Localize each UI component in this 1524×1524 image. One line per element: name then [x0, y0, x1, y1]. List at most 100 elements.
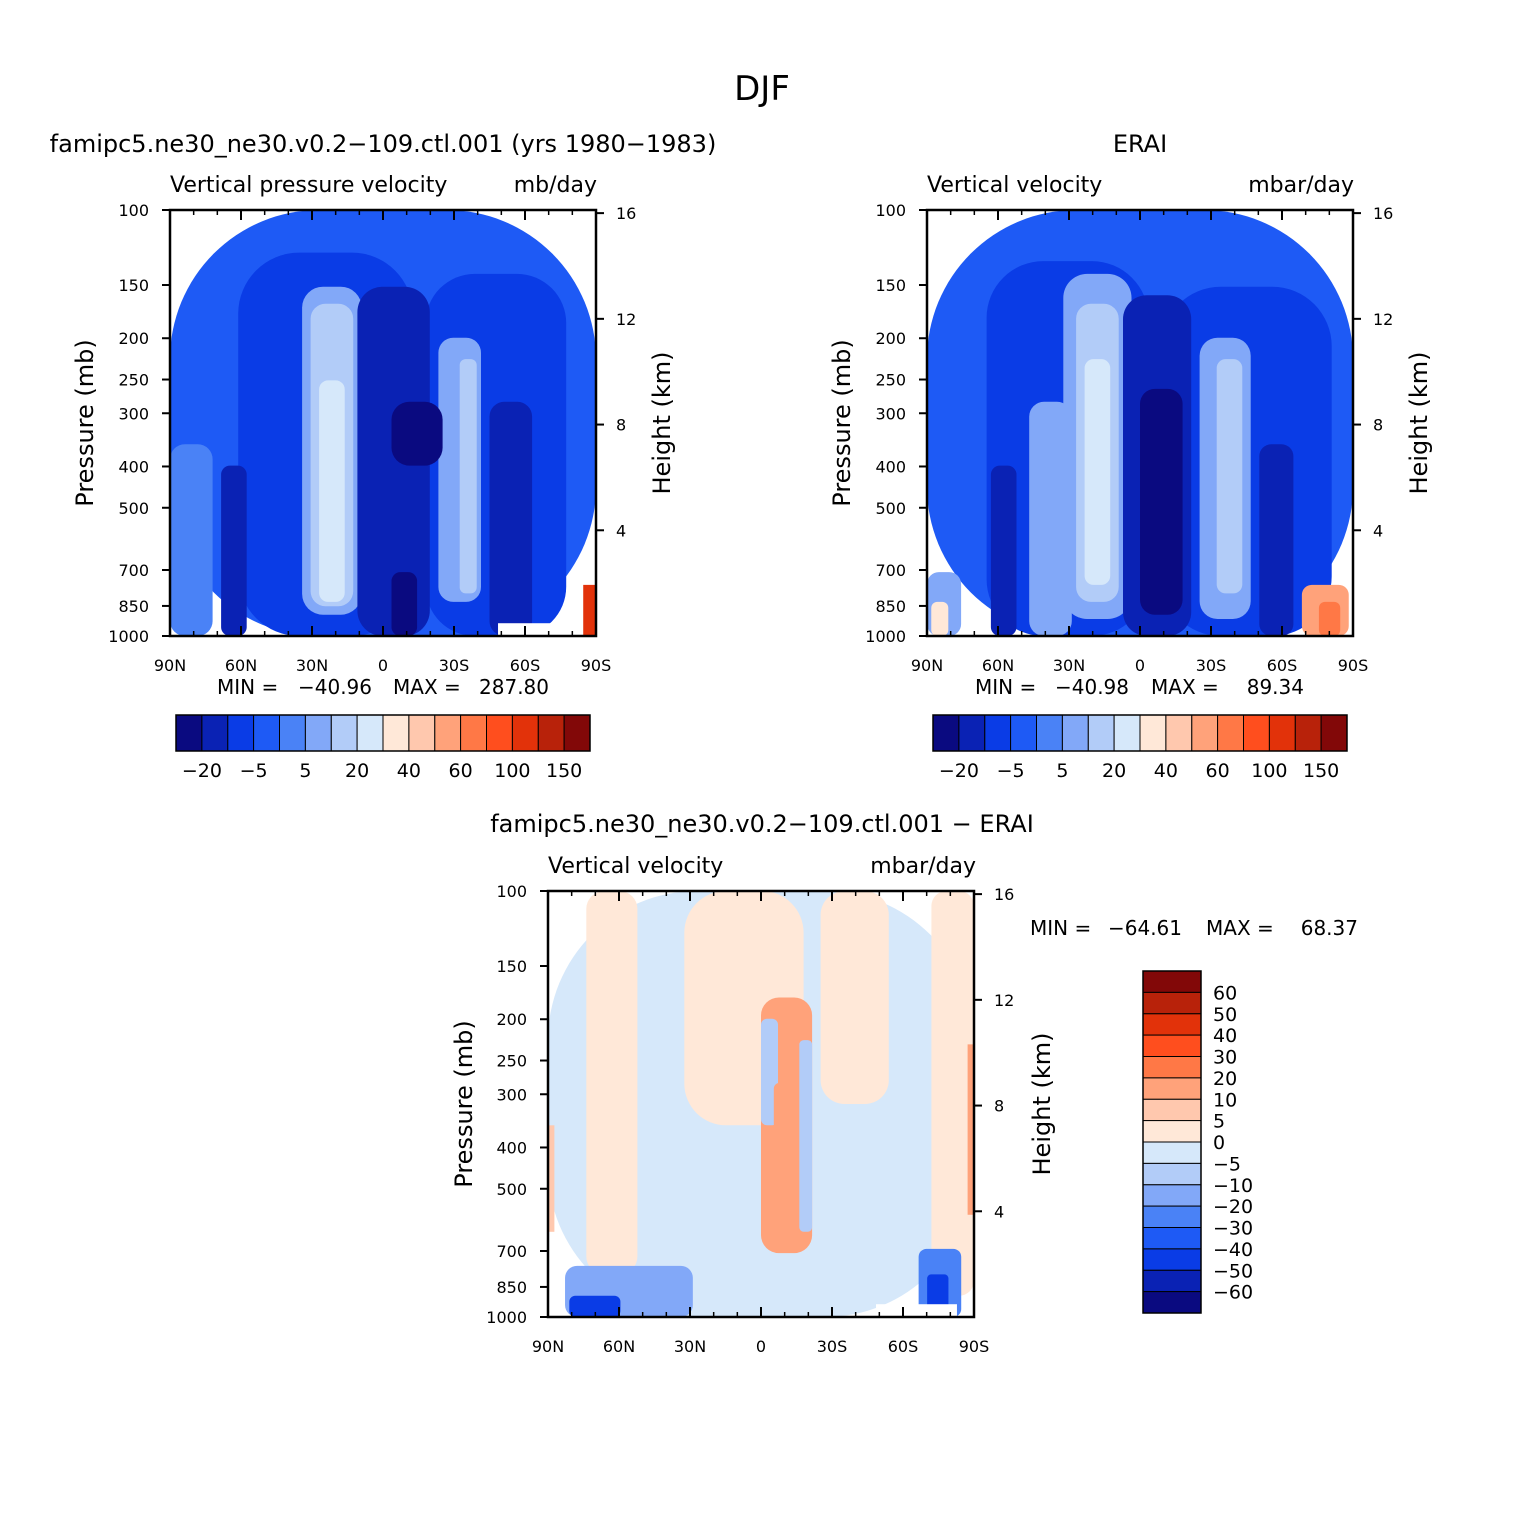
x-tick-label: 60S: [888, 1337, 919, 1356]
y-tick-label: 400: [875, 457, 906, 476]
contour-region: [967, 1044, 974, 1215]
min-label: MIN =: [975, 675, 1036, 699]
colorbar-swatch: [1165, 714, 1193, 752]
axis-ticks: 90N 60N 30N 0 30S 60S 90S 100 150 200 250 300 400 500…: [865, 201, 1393, 675]
colorbar-swatch: [175, 714, 203, 752]
contour-region: [799, 1040, 813, 1232]
y-axis-label: Pressure (mb): [71, 339, 99, 506]
y-tick-label: 150: [118, 276, 149, 295]
contour-region: [319, 380, 345, 602]
colorbar-swatch: [253, 714, 281, 752]
colorbar-swatch: [1142, 1269, 1202, 1293]
x-tick-label: 30N: [296, 656, 328, 675]
y2-axis-label: Height (km): [1028, 1033, 1056, 1176]
contour-field: [927, 210, 1353, 636]
colorbar-label: −30: [1213, 1218, 1253, 1240]
colorbar-label: −20: [182, 760, 222, 782]
y-tick-label: 250: [496, 1052, 527, 1071]
x-tick-label: 30N: [674, 1337, 706, 1356]
missing-data-mask: [876, 1304, 957, 1317]
colorbar-swatch: [486, 714, 513, 752]
colorbar-label: −20: [939, 760, 979, 782]
contour-region: [221, 465, 247, 636]
colorbar-label: −40: [1213, 1239, 1253, 1261]
contour-region: [931, 891, 974, 1296]
panel-title: famipc5.ne30_ne30.v0.2−109.ctl.001 − ERA…: [490, 810, 1034, 838]
contour-region: [1259, 444, 1294, 636]
y2-tick-label: 4: [616, 521, 626, 540]
colorbar-swatch: [1142, 1184, 1202, 1207]
x-tick-label: 30S: [439, 656, 470, 675]
colorbar-swatch: [537, 714, 565, 752]
y2-tick-label: 12: [994, 991, 1014, 1010]
x-tick-label: 60S: [510, 656, 541, 675]
contour-region: [548, 1125, 555, 1232]
y-tick-label: 250: [118, 371, 149, 390]
colorbar-swatch: [1142, 1013, 1202, 1036]
colorbar-swatch: [932, 714, 960, 752]
colorbar: −20 −5 5 20 40 60 100 150: [932, 714, 1348, 782]
colorbar-swatch: [279, 714, 306, 752]
contour-region: [931, 601, 949, 636]
min-value: −64.61: [1108, 916, 1182, 940]
y-tick-label: 100: [118, 201, 149, 220]
x-tick-label: 0: [756, 1337, 766, 1356]
x-tick-label: 90S: [959, 1337, 990, 1356]
min-max-stats: MIN = −64.61 MAX = 68.37: [1030, 916, 1358, 940]
contour-region: [357, 286, 430, 636]
colorbar-swatch: [1142, 991, 1202, 1015]
colorbar-swatch: [1217, 714, 1244, 752]
colorbar-swatch: [958, 714, 986, 752]
y2-tick-label: 12: [1373, 310, 1393, 329]
x-tick-label: 90S: [1338, 656, 1369, 675]
variable-label: Vertical velocity: [927, 173, 1102, 198]
y-tick-label: 400: [118, 457, 149, 476]
max-label: MAX =: [1151, 675, 1219, 699]
units-label: mbar/day: [870, 854, 976, 879]
y2-tick-label: 12: [616, 310, 636, 329]
y-tick-label: 700: [496, 1242, 527, 1261]
missing-data-mask: [498, 623, 579, 636]
colorbar-swatch: [1010, 714, 1037, 752]
contour-region: [489, 401, 533, 636]
colorbar-swatch: [1142, 1205, 1202, 1228]
colorbar-label: 40: [397, 760, 421, 782]
colorbar-swatch: [563, 714, 591, 752]
y2-tick-label: 16: [616, 204, 636, 223]
y-tick-label: 200: [496, 1010, 527, 1029]
contour-region: [1084, 359, 1111, 585]
min-label: MIN =: [217, 675, 278, 699]
x-tick-label: 60N: [225, 656, 257, 675]
contour-region: [391, 572, 418, 636]
x-tick-label: 60N: [982, 656, 1014, 675]
axis-ticks: 90N 60N 30N 0 30S 60S 90S 100 150 200 250 300 400 500…: [108, 201, 636, 675]
panel-difference: famipc5.ne30_ne30.v0.2−109.ctl.001 − ERA…: [450, 810, 1358, 1356]
x-tick-label: 90N: [532, 1337, 564, 1356]
panel-title: ERAI: [1113, 130, 1167, 158]
colorbar-swatch: [227, 714, 255, 752]
colorbar-label: −50: [1213, 1260, 1253, 1282]
contour-region: [773, 1082, 791, 1190]
max-value: 287.80: [479, 675, 549, 699]
contour-region: [867, 1231, 902, 1296]
colorbar-label: −10: [1213, 1175, 1253, 1197]
colorbar-label: 20: [345, 760, 369, 782]
contour-region: [820, 891, 889, 1104]
x-tick-label: 90S: [581, 656, 612, 675]
colorbar-swatch: [1139, 714, 1167, 752]
y-tick-label: 400: [496, 1138, 527, 1157]
colorbar-swatch: [1036, 714, 1063, 752]
colorbar-label: 20: [1102, 760, 1126, 782]
colorbar-label: 40: [1213, 1025, 1237, 1047]
y2-axis-label: Height (km): [1405, 352, 1433, 495]
colorbar: −20 −5 5 20 40 60 100 150: [175, 714, 591, 782]
x-tick-label: 90N: [911, 656, 943, 675]
colorbar-label: 100: [1251, 760, 1287, 782]
y-tick-label: 850: [875, 597, 906, 616]
contour-region: [1318, 601, 1341, 636]
y2-tick-label: 8: [616, 416, 626, 435]
y-tick-label: 300: [875, 404, 906, 423]
